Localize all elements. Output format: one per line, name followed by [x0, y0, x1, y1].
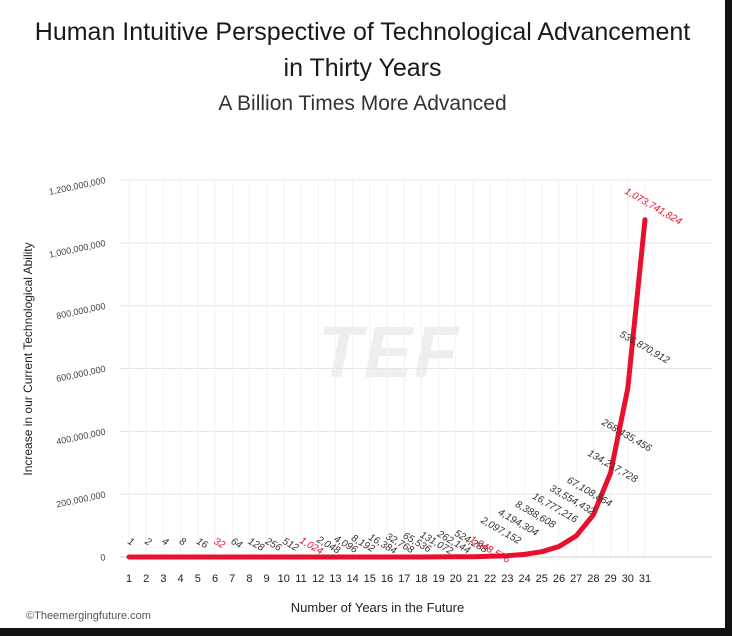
x-tick-label: 11 — [295, 573, 306, 585]
x-tick-label: 1 — [126, 573, 132, 585]
x-tick-label: 10 — [278, 573, 290, 585]
x-tick-label: 21 — [467, 573, 479, 585]
x-tick-label: 20 — [450, 573, 462, 585]
x-tick-label: 19 — [432, 573, 444, 585]
x-tick-label: 15 — [364, 573, 376, 585]
y-tick-label: 800,000,000 — [55, 301, 106, 321]
x-axis-label: Number of Years in the Future — [290, 600, 465, 615]
data-label: 1,073,741,824 — [623, 186, 684, 228]
x-tick-label: 17 — [398, 573, 410, 585]
x-tick-label: 8 — [246, 573, 252, 585]
x-tick-label: 29 — [604, 573, 616, 585]
x-tick-label: 26 — [553, 573, 565, 585]
x-tick-label: 7 — [229, 573, 235, 585]
x-tick-label: 22 — [484, 573, 496, 585]
x-tick-label: 16 — [381, 573, 393, 585]
y-axis-label: Increase in our Current Technological Ab… — [21, 242, 35, 476]
x-tick-label: 24 — [518, 573, 530, 585]
chart-title-line-2: in Thirty Years — [283, 54, 442, 82]
data-label: 4 — [160, 536, 171, 549]
x-tick-label: 30 — [622, 573, 634, 585]
series-line — [126, 217, 648, 560]
source-credit: ©Theemergingfuture.com — [26, 610, 151, 622]
chart-page: Human Intuitive Perspective of Technolog… — [0, 0, 725, 628]
x-tick-label: 23 — [501, 573, 513, 585]
x-tick-label: 31 — [639, 573, 651, 585]
chart-subtitle: A Billion Times More Advanced — [218, 92, 507, 115]
x-tick-label: 4 — [178, 573, 184, 585]
x-tick-label: 5 — [195, 573, 201, 585]
data-label: 64 — [229, 536, 245, 551]
data-label: 16 — [194, 536, 210, 551]
watermark-logo: TEF — [318, 313, 460, 393]
x-tick-label: 3 — [160, 573, 166, 585]
y-tick-label: 600,000,000 — [55, 364, 106, 384]
x-tick-label: 2 — [143, 573, 149, 585]
x-tick-label: 18 — [415, 573, 427, 585]
chart-title-line-1: Human Intuitive Perspective of Technolog… — [34, 18, 691, 46]
y-tick-label: 0 — [99, 552, 106, 563]
x-tick-label: 27 — [570, 573, 582, 585]
data-label: 32 — [212, 536, 228, 551]
x-tick-label: 6 — [212, 573, 218, 585]
data-label: 2 — [142, 536, 154, 549]
x-tick-label: 14 — [346, 573, 358, 585]
chart-plot-area: 0 200,000,000 400,000,000 600,000,000 800,00… — [48, 175, 712, 585]
y-tick-label: 400,000,000 — [55, 427, 106, 447]
data-label: 1 — [126, 536, 136, 548]
y-tick-label: 200,000,000 — [55, 489, 106, 509]
x-tick-label: 12 — [312, 573, 324, 585]
x-tick-label: 28 — [587, 573, 599, 585]
x-tick-label: 9 — [264, 573, 270, 585]
x-tick-label: 25 — [536, 573, 548, 585]
y-tick-label: 1,000,000,000 — [48, 238, 106, 260]
y-tick-label: 1,200,000,000 — [48, 175, 106, 197]
data-label: 8 — [177, 536, 188, 549]
x-tick-label: 13 — [329, 573, 341, 585]
